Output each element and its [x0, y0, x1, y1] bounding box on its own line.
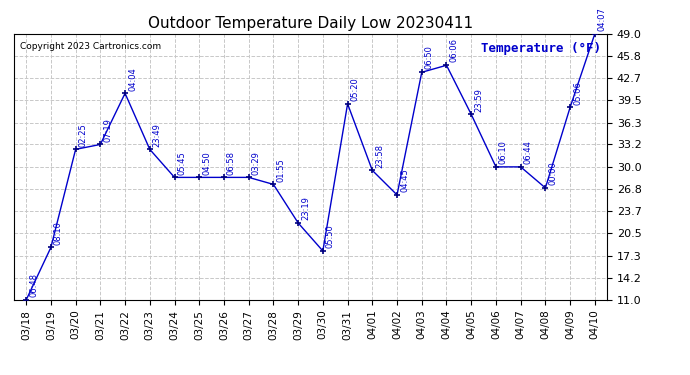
Text: 05:06: 05:06	[573, 81, 582, 105]
Text: 06:06: 06:06	[449, 39, 458, 63]
Text: 06:48: 06:48	[29, 273, 38, 297]
Text: 00:00: 00:00	[549, 161, 558, 185]
Text: 06:44: 06:44	[524, 140, 533, 164]
Text: 04:50: 04:50	[202, 151, 211, 175]
Text: Copyright 2023 Cartronics.com: Copyright 2023 Cartronics.com	[20, 42, 161, 51]
Text: 04:04: 04:04	[128, 67, 137, 90]
Title: Outdoor Temperature Daily Low 20230411: Outdoor Temperature Daily Low 20230411	[148, 16, 473, 31]
Text: 06:50: 06:50	[425, 46, 434, 69]
Text: 06:58: 06:58	[227, 151, 236, 175]
Text: 02:25: 02:25	[79, 123, 88, 147]
Text: 05:50: 05:50	[326, 224, 335, 248]
Text: 04:45: 04:45	[400, 168, 409, 192]
Text: 01:55: 01:55	[277, 158, 286, 182]
Text: 03:29: 03:29	[252, 151, 261, 175]
Text: 23:19: 23:19	[301, 196, 310, 220]
Text: 23:59: 23:59	[474, 88, 483, 111]
Text: Temperature (°F): Temperature (°F)	[481, 42, 601, 55]
Text: 08:10: 08:10	[54, 221, 63, 245]
Text: 05:20: 05:20	[351, 77, 359, 101]
Text: 04:07: 04:07	[598, 7, 607, 31]
Text: 23:49: 23:49	[152, 123, 161, 147]
Text: 07:19: 07:19	[104, 118, 112, 142]
Text: 05:45: 05:45	[177, 151, 186, 175]
Text: 23:58: 23:58	[375, 144, 384, 168]
Text: 06:10: 06:10	[499, 140, 508, 164]
